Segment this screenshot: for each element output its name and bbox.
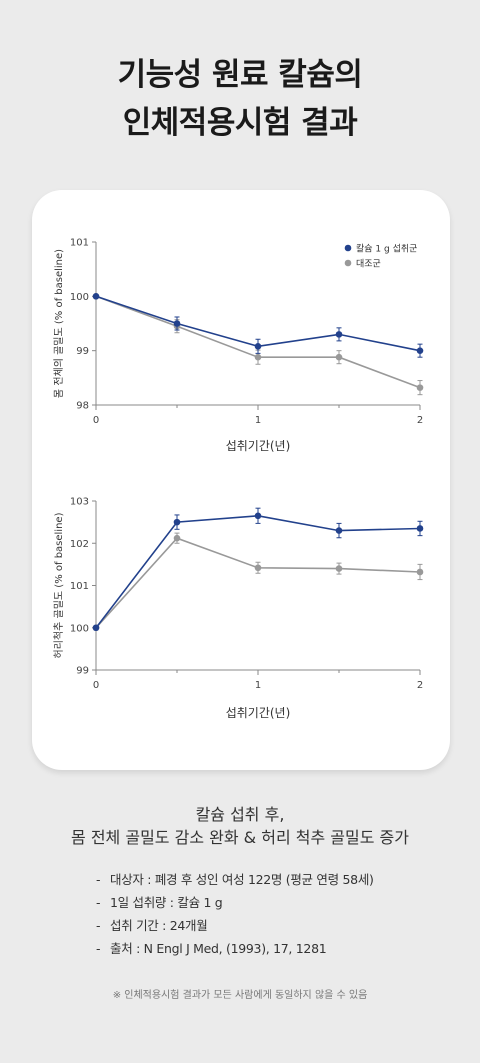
y-tick-label: 102 — [70, 539, 89, 550]
data-point — [92, 293, 100, 300]
x-tick-label: 1 — [255, 415, 261, 426]
data-point — [254, 353, 262, 361]
x-tick-label: 1 — [255, 680, 261, 691]
data-point — [254, 343, 262, 350]
legend-marker — [344, 259, 352, 267]
x-tick-label: 2 — [417, 680, 423, 691]
summary-line-1: 칼슘 섭취 후, — [195, 805, 285, 824]
data-point — [173, 518, 181, 526]
data-point — [173, 534, 181, 542]
x-tick-label: 2 — [417, 415, 423, 426]
y-axis-label: 허리척추 골밀도 (% of baseline) — [53, 512, 65, 658]
detail-source: 출처 : N Engl J Med, (1993), 17, 1281 — [96, 939, 374, 962]
x-axis-label: 섭취기간(년) — [226, 439, 291, 453]
study-details: 대상자 : 폐경 후 성인 여성 122명 (평균 연령 58세) 1일 섭취량… — [96, 870, 374, 962]
data-point — [416, 525, 424, 532]
data-point — [254, 512, 262, 520]
x-tick-label: 0 — [93, 415, 99, 426]
series-calcium — [92, 293, 424, 358]
detail-subjects: 대상자 : 폐경 후 성인 여성 122명 (평균 연령 58세) — [96, 870, 374, 893]
data-point — [335, 565, 343, 572]
legend-marker — [344, 244, 352, 252]
series-line — [95, 537, 421, 629]
data-point — [335, 331, 343, 338]
y-tick-label: 101 — [70, 581, 89, 592]
series-control — [92, 532, 424, 632]
y-axis-label: 몸 전체의 골밀도 (% of baseline) — [53, 249, 65, 398]
data-point — [335, 353, 343, 361]
y-tick-label: 100 — [70, 623, 89, 634]
x-tick-label: 0 — [93, 680, 99, 691]
y-tick-label: 103 — [70, 497, 89, 508]
x-axis-label: 섭취기간(년) — [226, 706, 291, 720]
y-tick-label: 99 — [76, 666, 89, 677]
series-calcium — [92, 507, 424, 632]
detail-daily-dose: 1일 섭취량 : 칼슘 1 g — [96, 893, 374, 916]
chart-2: 99 100 101 102 103 0 1 2 섭취기간(년) 허리척추 골밀도 (% of b… — [53, 497, 424, 720]
legend-label: 대조군 — [356, 259, 381, 270]
data-point — [173, 320, 181, 327]
data-point — [335, 527, 343, 534]
results-card: 98 99 100 101 0 1 2 섭취기간(년) 몸 전체의 골밀도 (% of base… — [32, 190, 450, 770]
page-title-line-1: 기능성 원료 칼슘의 — [117, 57, 363, 93]
legend-label: 칼슘 1 g 섭취군 — [356, 244, 417, 255]
y-tick-label: 100 — [70, 292, 89, 303]
detail-duration: 섭취 기간 : 24개월 — [96, 916, 374, 939]
summary-line-2: 몸 전체 골밀도 감소 완화 & 허리 척추 골밀도 증가 — [71, 828, 409, 847]
y-tick-label: 101 — [70, 238, 89, 249]
page-title-line-2: 인체적용시험 결과 — [122, 105, 358, 141]
data-point — [416, 347, 424, 354]
data-point — [416, 568, 424, 576]
y-tick-label: 98 — [76, 401, 89, 412]
data-point — [254, 564, 262, 572]
y-tick-label: 99 — [76, 346, 89, 357]
data-point — [416, 384, 424, 391]
disclaimer-footnote: ※ 인체적용시험 결과가 모든 사람에게 동일하지 않을 수 있음 — [112, 990, 368, 1001]
data-point — [92, 624, 100, 632]
